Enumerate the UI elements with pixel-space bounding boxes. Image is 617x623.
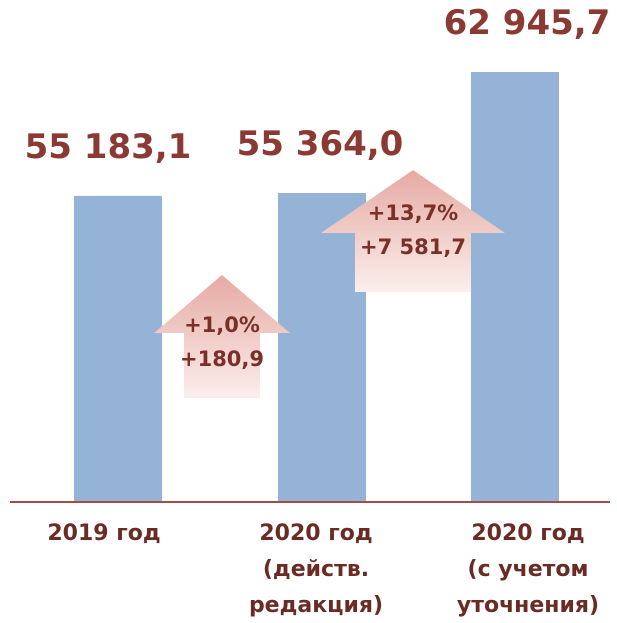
category-labels-group: 2019 год 2020 год (действ. редакция) 2020 го…	[47, 521, 599, 618]
growth-arrow-2-label-1: +13,7%	[368, 201, 458, 225]
value-label-2: 55 364,0	[237, 124, 404, 164]
category-label-3-line-2: (с учетом	[468, 557, 589, 582]
bars-group	[74, 72, 559, 502]
category-label-2-line-2: (действ.	[263, 557, 369, 582]
category-label-2-line-1: 2020 год	[259, 521, 372, 546]
bar-3	[471, 72, 559, 502]
value-label-1: 55 183,1	[25, 127, 192, 167]
category-label-1-line-1: 2019 год	[47, 521, 160, 546]
growth-arrow-1-label-1: +1,0%	[184, 313, 260, 337]
growth-arrow-1-label-2: +180,9	[180, 347, 264, 371]
category-label-3-line-1: 2020 год	[471, 521, 584, 546]
growth-arrows-group: +1,0% +180,9 +13,7% +7 581,7	[154, 170, 505, 398]
category-label-2-line-3: редакция)	[249, 593, 383, 618]
bar-1	[74, 195, 162, 502]
bar-2	[278, 192, 366, 502]
growth-arrow-2-label-2: +7 581,7	[360, 235, 466, 259]
growth-arrow-2	[321, 170, 505, 292]
value-labels-group: 55 183,1 55 364,0 62 945,7	[25, 3, 611, 167]
growth-arrow-1	[154, 275, 290, 398]
category-label-3-line-3: уточнения)	[457, 593, 599, 618]
value-label-3: 62 945,7	[444, 3, 611, 43]
